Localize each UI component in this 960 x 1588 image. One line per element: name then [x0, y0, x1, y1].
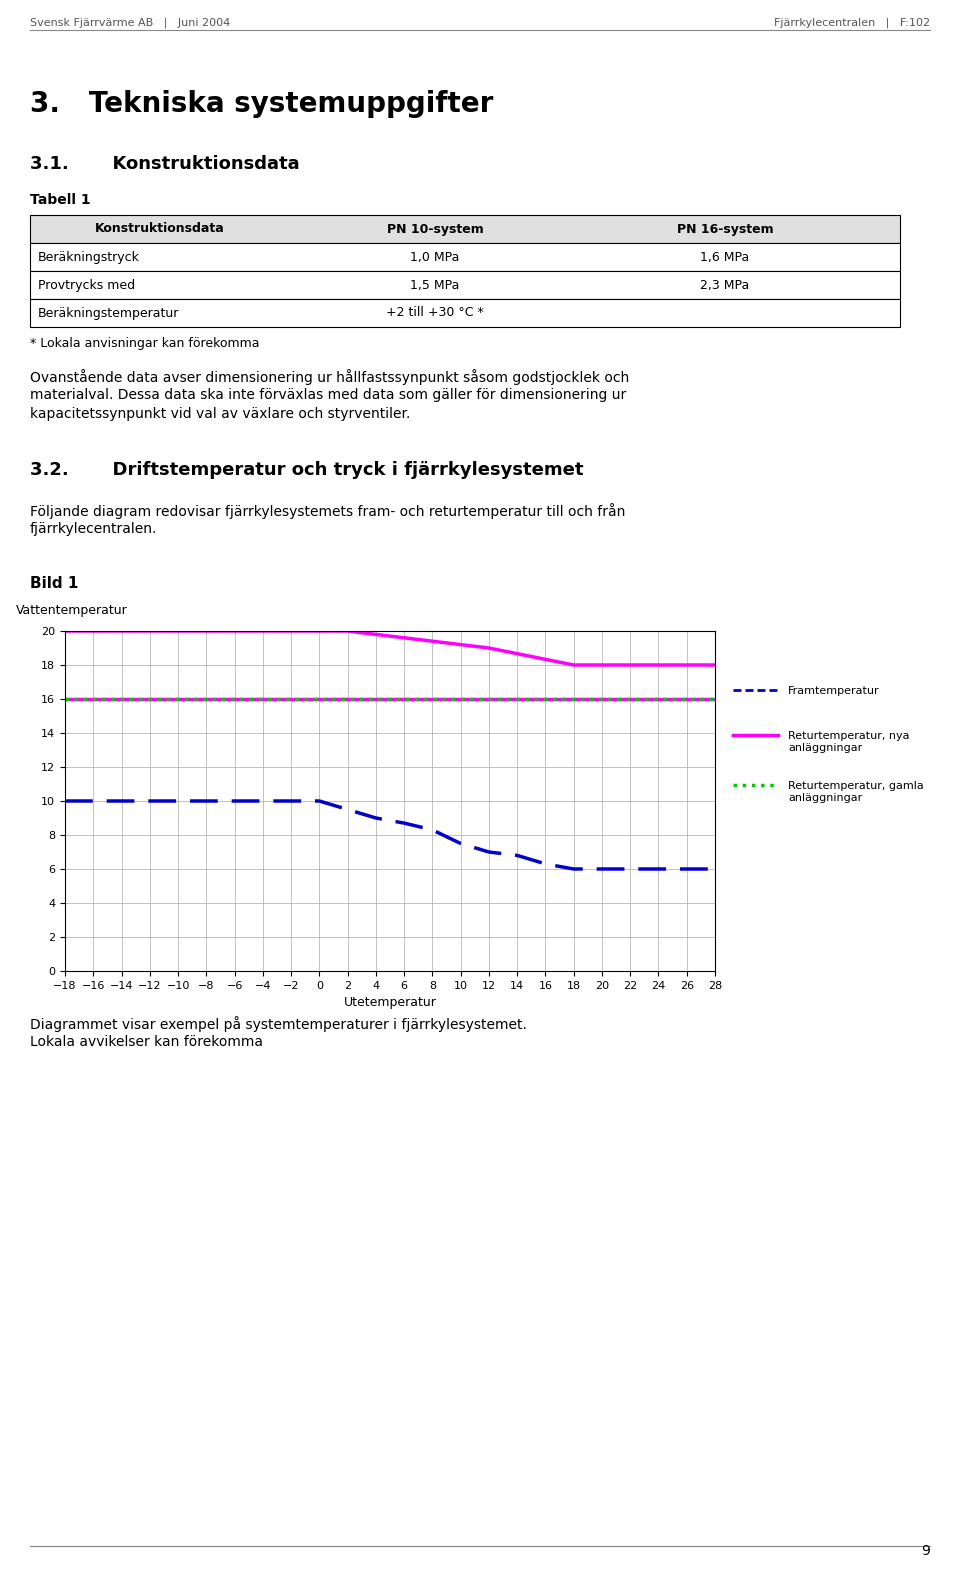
- Text: 3.   Tekniska systemuppgifter: 3. Tekniska systemuppgifter: [30, 91, 493, 118]
- Text: Provtrycks med: Provtrycks med: [38, 278, 135, 292]
- Text: Lokala avvikelser kan förekomma: Lokala avvikelser kan förekomma: [30, 1035, 263, 1050]
- Framtemperatur: [60, 791, 71, 810]
- Text: 3.1.       Konstruktionsdata: 3.1. Konstruktionsdata: [30, 156, 300, 173]
- Text: 9: 9: [922, 1544, 930, 1558]
- Framtemperatur: [681, 859, 692, 878]
- Framtemperatur: [87, 791, 99, 810]
- Framtemperatur: [455, 834, 467, 853]
- Framtemperatur: [426, 821, 438, 840]
- Bar: [30, 214, 900, 243]
- Framtemperatur: [568, 859, 580, 878]
- Framtemperatur: [512, 846, 523, 865]
- Text: Framtemperatur: Framtemperatur: [788, 686, 879, 696]
- Text: kapacitetssynpunkt vid val av växlare och styrventiler.: kapacitetssynpunkt vid val av växlare oc…: [30, 407, 410, 421]
- Line: Framtemperatur: Framtemperatur: [65, 800, 715, 869]
- Text: Returtemperatur, gamla anläggningar: Returtemperatur, gamla anläggningar: [788, 781, 924, 802]
- Text: * Lokala anvisningar kan förekomma: * Lokala anvisningar kan förekomma: [30, 337, 259, 349]
- Framtemperatur: [116, 791, 128, 810]
- Bar: [30, 272, 900, 299]
- Text: PN 16-system: PN 16-system: [677, 222, 774, 235]
- Framtemperatur: [371, 808, 382, 827]
- Text: Svensk Fjärrvärme AB   |   Juni 2004: Svensk Fjärrvärme AB | Juni 2004: [30, 17, 230, 29]
- Framtemperatur: [540, 854, 551, 873]
- Text: Returtemperatur, nya anläggningar: Returtemperatur, nya anläggningar: [788, 730, 909, 753]
- Text: Konstruktionsdata: Konstruktionsdata: [95, 222, 225, 235]
- Framtemperatur: [144, 791, 156, 810]
- Framtemperatur: [483, 843, 494, 862]
- Text: 1,0 MPa: 1,0 MPa: [410, 251, 460, 264]
- Text: fjärrkylecentralen.: fjärrkylecentralen.: [30, 522, 157, 537]
- Text: Bild 1: Bild 1: [30, 576, 79, 591]
- Bar: [30, 243, 900, 272]
- X-axis label: Utetemperatur: Utetemperatur: [344, 996, 437, 1010]
- Text: Vattentemperatur: Vattentemperatur: [16, 605, 128, 618]
- Framtemperatur: [228, 791, 240, 810]
- Framtemperatur: [285, 791, 297, 810]
- Text: PN 10-system: PN 10-system: [387, 222, 484, 235]
- Text: Följande diagram redovisar fjärrkylesystemets fram- och returtemperatur till och: Följande diagram redovisar fjärrkylesyst…: [30, 503, 625, 519]
- Framtemperatur: [201, 791, 212, 810]
- Text: +2 till +30 °C *: +2 till +30 °C *: [386, 306, 484, 319]
- Text: 3.2.       Driftstemperatur och tryck i fjärrkylesystemet: 3.2. Driftstemperatur och tryck i fjärrk…: [30, 461, 584, 480]
- Framtemperatur: [257, 791, 269, 810]
- Text: 2,3 MPa: 2,3 MPa: [701, 278, 750, 292]
- Framtemperatur: [596, 859, 608, 878]
- Framtemperatur: [398, 813, 410, 832]
- Text: materialval. Dessa data ska inte förväxlas med data som gäller för dimensionerin: materialval. Dessa data ska inte förväxl…: [30, 387, 626, 402]
- Framtemperatur: [709, 859, 721, 878]
- Text: Ovanstående data avser dimensionering ur hållfastssynpunkt såsom godstjocklek oc: Ovanstående data avser dimensionering ur…: [30, 368, 629, 384]
- Framtemperatur: [172, 791, 183, 810]
- Text: 1,5 MPa: 1,5 MPa: [410, 278, 460, 292]
- Text: Beräkningstemperatur: Beräkningstemperatur: [38, 306, 180, 319]
- Framtemperatur: [624, 859, 636, 878]
- Text: 1,6 MPa: 1,6 MPa: [701, 251, 750, 264]
- Text: Diagrammet visar exempel på systemtemperaturer i fjärrkylesystemet.: Diagrammet visar exempel på systemtemper…: [30, 1016, 527, 1032]
- Text: Fjärrkylecentralen   |   F:102: Fjärrkylecentralen | F:102: [774, 17, 930, 29]
- Framtemperatur: [653, 859, 664, 878]
- Bar: [30, 299, 900, 327]
- Text: Tabell 1: Tabell 1: [30, 194, 90, 206]
- Text: Beräkningstryck: Beräkningstryck: [38, 251, 140, 264]
- Framtemperatur: [342, 800, 353, 819]
- Framtemperatur: [314, 791, 325, 810]
